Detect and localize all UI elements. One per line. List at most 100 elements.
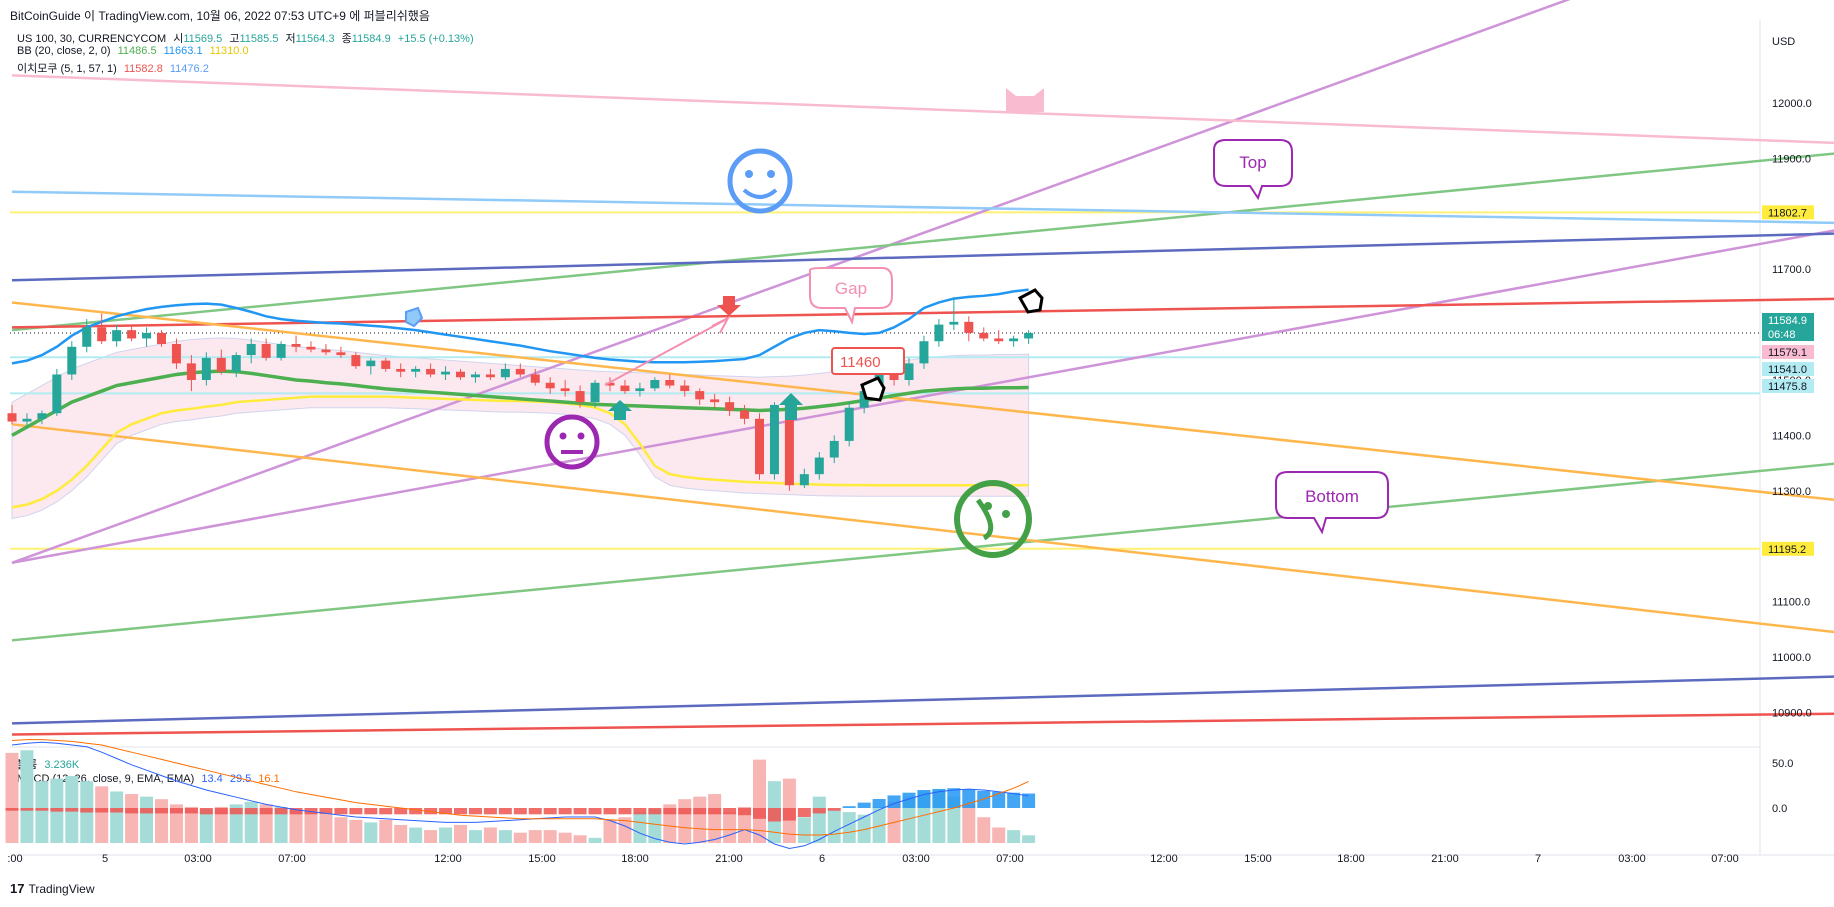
callout-gap[interactable]: Gap (809, 267, 893, 325)
macd-hist-18 (274, 808, 288, 815)
candle-body (560, 388, 570, 392)
macd-hist-58 (872, 799, 886, 808)
macd-hist-45 (678, 808, 692, 815)
candle-body (142, 332, 152, 339)
candle-21 (321, 344, 331, 356)
macd-hist-61 (917, 790, 931, 808)
legend-bb[interactable]: BB (20, close, 2, 0) 11486.5 11663.1 113… (17, 45, 249, 57)
candle-18 (276, 341, 286, 361)
candle-17 (261, 338, 271, 361)
candle-50 (755, 413, 764, 480)
candle-body (52, 374, 62, 414)
tradingview-footer[interactable]: 17 TradingView (10, 881, 95, 896)
legend-ohlc: 시11569.5 고11585.5 저11564.3 종11584.9 +15.… (173, 33, 474, 45)
candle-43 (650, 377, 660, 392)
candle-body (994, 338, 1004, 342)
macd-hist-36 (543, 808, 557, 815)
volume-bar-32 (483, 827, 497, 843)
svg-text:Bottom: Bottom (1305, 487, 1359, 506)
macd-hist-41 (618, 808, 632, 815)
candle-body (740, 410, 750, 419)
candle-4 (67, 341, 77, 380)
macd-tick-label: 0.0 (1772, 803, 1787, 815)
macd-hist-2 (35, 808, 49, 811)
trendline-2 (11, 74, 1834, 145)
macd-pane: 50.0 0.0 (5, 739, 1793, 850)
candle-36 (545, 377, 555, 394)
volume-bar-64 (962, 804, 976, 843)
legend-main: US 100, 30, CURRENCYCOM 시11569.5 고11585.… (17, 30, 482, 46)
time-axis[interactable]: :00 5 03:00 07:00 12:00 15:00 18:00 21:00 6 03:00… (7, 853, 1738, 865)
x-tick-label: 5 (102, 853, 108, 865)
badge-countdown-text: 06:48 (1768, 329, 1796, 341)
legend-symbol[interactable]: US 100, 30, CURRENCYCOM (17, 33, 167, 45)
x-tick-label: 03:00 (184, 853, 212, 865)
y-tick-label: 12000.0 (1772, 98, 1812, 110)
candle-body (246, 344, 256, 356)
callout-bottom[interactable]: Bottom (1275, 471, 1389, 535)
candle-body (485, 374, 495, 378)
volume-bar-46 (693, 796, 707, 843)
candle-64 (964, 316, 974, 342)
tradingview-brand: TradingView (28, 881, 95, 896)
macd-hist-26 (394, 808, 408, 815)
macd-hist-49 (738, 808, 752, 816)
bb-lower-line (11, 395, 1029, 509)
volume-bar-50 (753, 759, 766, 843)
x-tick-label: 07:00 (1711, 853, 1739, 865)
trendline-6 (11, 232, 1834, 282)
candle-body (157, 332, 166, 344)
candle-body (964, 321, 974, 333)
volume-bar-41 (618, 817, 632, 843)
macd-hist-39 (588, 808, 602, 815)
candle-body (515, 368, 525, 375)
candle-23 (351, 352, 361, 369)
candle-33 (500, 363, 510, 380)
candle-25 (381, 357, 391, 372)
candle-body (291, 344, 301, 347)
candle-10 (157, 330, 166, 347)
candle-body (201, 357, 211, 380)
candle-body (381, 360, 391, 369)
badge-b3-bg (1762, 379, 1814, 393)
candle-5 (82, 319, 92, 353)
candle-49 (740, 404, 750, 425)
volume-bar-14 (214, 806, 228, 843)
badge-yellow-bottom: 11195.2 (1762, 541, 1814, 556)
x-tick-label: 18:00 (1337, 853, 1365, 865)
badge-b3: 11475.8 (1762, 379, 1814, 393)
y-tick-label: 11400.0 (1772, 430, 1811, 442)
macd-hist-67 (1007, 792, 1021, 808)
candle-7 (112, 324, 122, 347)
macd-hist-34 (513, 808, 527, 815)
badge-b1-text: 11579.1 (1768, 347, 1807, 359)
candle-body (755, 418, 764, 475)
macd-hist-7 (110, 808, 124, 813)
x-tick-label: 12:00 (434, 853, 462, 865)
pointing-hand-icon (405, 288, 1044, 402)
candle-body (784, 404, 794, 486)
trendline-3 (11, 152, 1834, 332)
y-tick-label: 11300.0 (1772, 486, 1811, 498)
volume-bar-0 (5, 752, 19, 843)
macd-hist-4 (65, 808, 79, 812)
trendline-11 (11, 423, 1834, 634)
macd-hist-12 (184, 808, 198, 814)
candle-38 (575, 385, 585, 408)
price-label-box[interactable]: 11460 (831, 347, 905, 375)
volume-bar-54 (812, 796, 826, 843)
legend-ichimoku[interactable]: 이치모쿠 (5, 1, 57, 1) 11582.8 11476.2 (17, 63, 209, 75)
volume-bar-40 (603, 819, 617, 843)
macd-hist-53 (797, 808, 811, 817)
macd-hist-21 (319, 808, 333, 815)
callout-top[interactable]: Top (1213, 139, 1293, 201)
x-tick-label: 15:00 (1244, 853, 1272, 865)
y-tick-label: 11000.0 (1772, 652, 1811, 664)
macd-hist-22 (334, 808, 348, 815)
badge-b2-bg (1762, 362, 1814, 376)
candle-body (859, 391, 869, 408)
candle-26 (396, 363, 406, 378)
badge-last: 11584.9 (1762, 313, 1814, 327)
down-arrow-icon (717, 296, 741, 316)
